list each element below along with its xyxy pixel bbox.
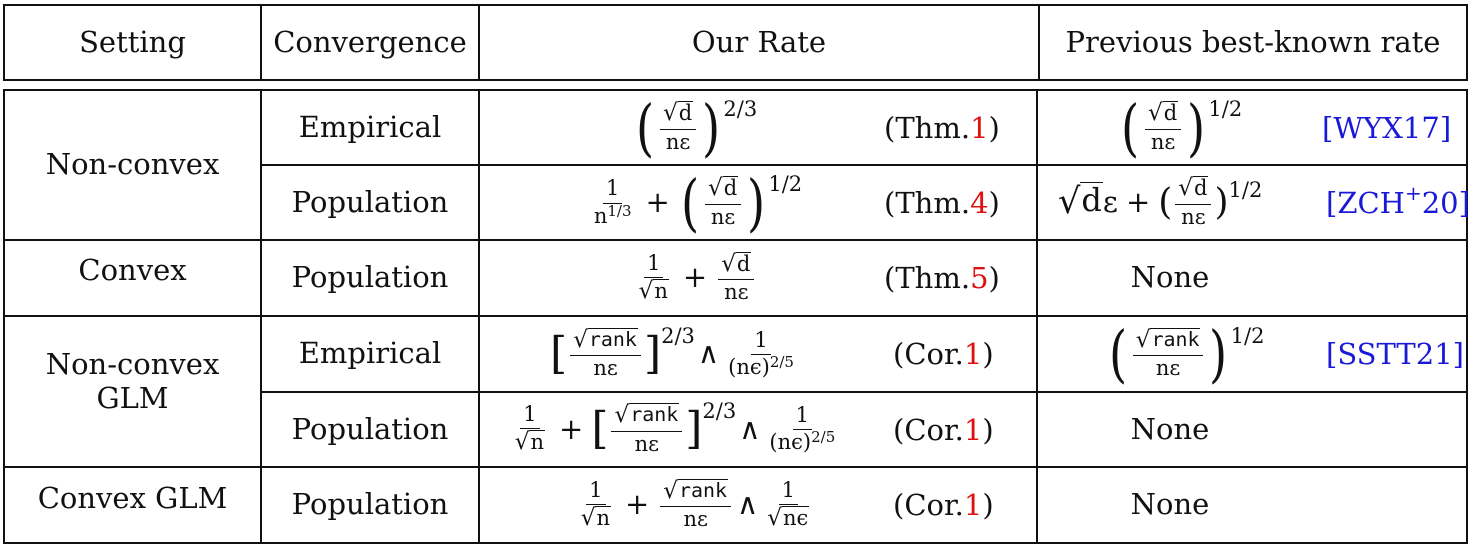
rate-ref-row2[interactable]: (Thm. 4) (884, 185, 1000, 220)
prev-none-row5: None (1130, 411, 1210, 446)
rate-formula-row2: 1 n1/3 +(√ d nε) 1/2 (593, 165, 803, 239)
rate-formula-row4: [√ rank nε] 2/3 ∧ 1 (nϵ)2/5 (550, 323, 794, 381)
convergence-row6: Population (291, 487, 449, 522)
vrule-b-2 (478, 89, 480, 544)
prev-formula-row4: (√ rank nε) 1/2 (1108, 317, 1265, 390)
setting-non-convex-glm-line2: GLM (96, 380, 169, 415)
vrule-h-1 (260, 4, 262, 81)
prev-citation-wyx17[interactable]: [WYX17] (1322, 110, 1452, 145)
header-previous-rate: Previous best-known rate (1065, 24, 1441, 59)
vrule-b-0 (3, 89, 5, 544)
convergence-row1: Empirical (298, 109, 442, 144)
prev-formula-row2: √ d ε +(√ d nε) 1/2 (1058, 175, 1263, 229)
rule-bottom (3, 542, 1468, 544)
vrule-h-4 (1466, 4, 1468, 81)
rate-ref-row4[interactable]: (Cor. 1) (893, 337, 994, 371)
vrule-h-0 (3, 4, 5, 81)
rate-formula-row5: 1 √ n +[√ rank nε] 2/3 ∧ 1 (nϵ)2/5 (514, 399, 836, 456)
prev-citation-zch20[interactable]: [ZCH +20] (1326, 180, 1470, 220)
vrule-h-2 (478, 4, 480, 81)
header-convergence: Convergence (273, 24, 467, 59)
rule-row4-partial (261, 391, 1468, 393)
convergence-row3: Population (291, 260, 449, 295)
convergence-row2: Population (291, 184, 449, 219)
rule-row5 (3, 466, 1468, 468)
rule-header-bottom (3, 79, 1468, 81)
setting-non-convex: Non-convex (45, 147, 220, 182)
rate-ref-row5[interactable]: (Cor. 1) (893, 412, 994, 447)
setting-non-convex-glm: Non-convex GLM (5, 307, 260, 456)
convergence-row5: Population (291, 411, 449, 446)
prev-formula-row1: (√ d nε) 1/2 (1120, 90, 1243, 164)
rate-ref-row6[interactable]: (Cor. 1) (893, 488, 994, 522)
setting-convex: Convex (78, 253, 187, 288)
rule-row2 (3, 239, 1468, 241)
vrule-b-4 (1466, 89, 1468, 544)
rule-top (3, 4, 1468, 6)
vrule-h-3 (1038, 4, 1040, 81)
rate-ref-row3[interactable]: (Thm. 5) (884, 261, 1000, 295)
prev-none-row3: None (1130, 260, 1210, 295)
rule-row1-partial (261, 164, 1468, 166)
vrule-b-3 (1036, 89, 1038, 544)
rate-formula-row1: (√ d nε) 2/3 (635, 90, 758, 164)
header-setting: Setting (79, 24, 186, 59)
prev-none-row6: None (1130, 487, 1210, 522)
rate-formula-row6: 1 √ n + √ rank nε ∧ 1 √ nϵ (580, 477, 810, 532)
rate-formula-row3: 1 √ n + √ d nε (480, 241, 870, 315)
setting-convex-glm: Convex GLM (37, 481, 228, 516)
rule-body-top (3, 89, 1468, 91)
header-our-rate: Our Rate (691, 24, 827, 59)
rate-ref-row1[interactable]: (Thm. 1) (884, 110, 1000, 145)
prev-citation-sstt21[interactable]: [SSTT21] (1326, 337, 1464, 371)
setting-non-convex-glm-line1: Non-convex (45, 347, 220, 382)
rule-row3 (3, 315, 1468, 317)
convergence-row4: Empirical (298, 336, 442, 371)
vrule-b-1 (260, 89, 262, 544)
